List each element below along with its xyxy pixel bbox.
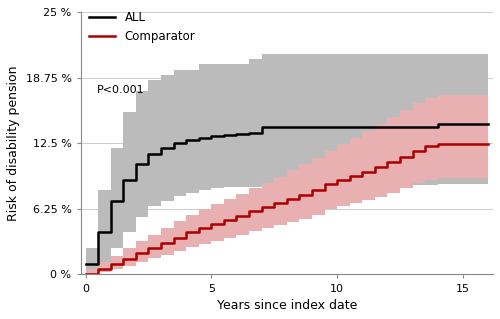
ALL: [234, 132, 239, 136]
Comparator: [360, 170, 366, 174]
ALL: [334, 125, 340, 129]
Comparator: [346, 174, 352, 178]
Comparator: [309, 189, 315, 192]
Comparator: [234, 214, 239, 218]
Comparator: [460, 142, 466, 146]
Comparator: [221, 218, 227, 222]
ALL: [108, 199, 114, 203]
Comparator: [258, 205, 264, 209]
Legend: ALL, Comparator: ALL, Comparator: [84, 7, 200, 48]
ALL: [146, 152, 152, 156]
ALL: [170, 141, 176, 145]
Comparator: [108, 262, 114, 266]
Comparator: [372, 166, 378, 169]
Comparator: [246, 210, 252, 213]
Comparator: [158, 241, 164, 245]
Comparator: [170, 236, 176, 240]
Line: ALL: ALL: [86, 124, 488, 264]
Comparator: [296, 193, 302, 197]
Comparator: [208, 222, 214, 226]
Comparator: [196, 226, 202, 230]
ALL: [133, 162, 139, 166]
ALL: [284, 125, 290, 129]
Comparator: [422, 145, 428, 148]
Comparator: [485, 142, 491, 146]
Comparator: [284, 197, 290, 201]
ALL: [158, 146, 164, 150]
ALL: [183, 138, 189, 142]
Comparator: [322, 182, 328, 186]
Comparator: [133, 252, 139, 256]
Line: Comparator: Comparator: [86, 144, 488, 274]
ALL: [460, 122, 466, 126]
ALL: [120, 178, 126, 182]
ALL: [434, 122, 440, 126]
ALL: [246, 131, 252, 135]
X-axis label: Years since index date: Years since index date: [216, 299, 357, 312]
ALL: [360, 125, 366, 129]
ALL: [95, 231, 101, 234]
Comparator: [434, 142, 440, 146]
ALL: [221, 133, 227, 137]
ALL: [258, 125, 264, 129]
ALL: [309, 125, 315, 129]
ALL: [410, 125, 416, 129]
Text: P<0.001: P<0.001: [97, 85, 144, 95]
ALL: [384, 125, 390, 129]
Comparator: [271, 201, 277, 205]
Y-axis label: Risk of disability pension: Risk of disability pension: [7, 65, 20, 221]
Comparator: [334, 178, 340, 182]
Comparator: [384, 160, 390, 164]
Comparator: [410, 149, 416, 152]
ALL: [82, 262, 88, 266]
Comparator: [183, 231, 189, 234]
ALL: [196, 136, 202, 140]
ALL: [271, 125, 277, 129]
Comparator: [397, 155, 403, 159]
Comparator: [146, 246, 152, 250]
ALL: [208, 134, 214, 138]
ALL: [485, 122, 491, 126]
Comparator: [95, 267, 101, 271]
Comparator: [82, 272, 88, 276]
Comparator: [120, 257, 126, 261]
